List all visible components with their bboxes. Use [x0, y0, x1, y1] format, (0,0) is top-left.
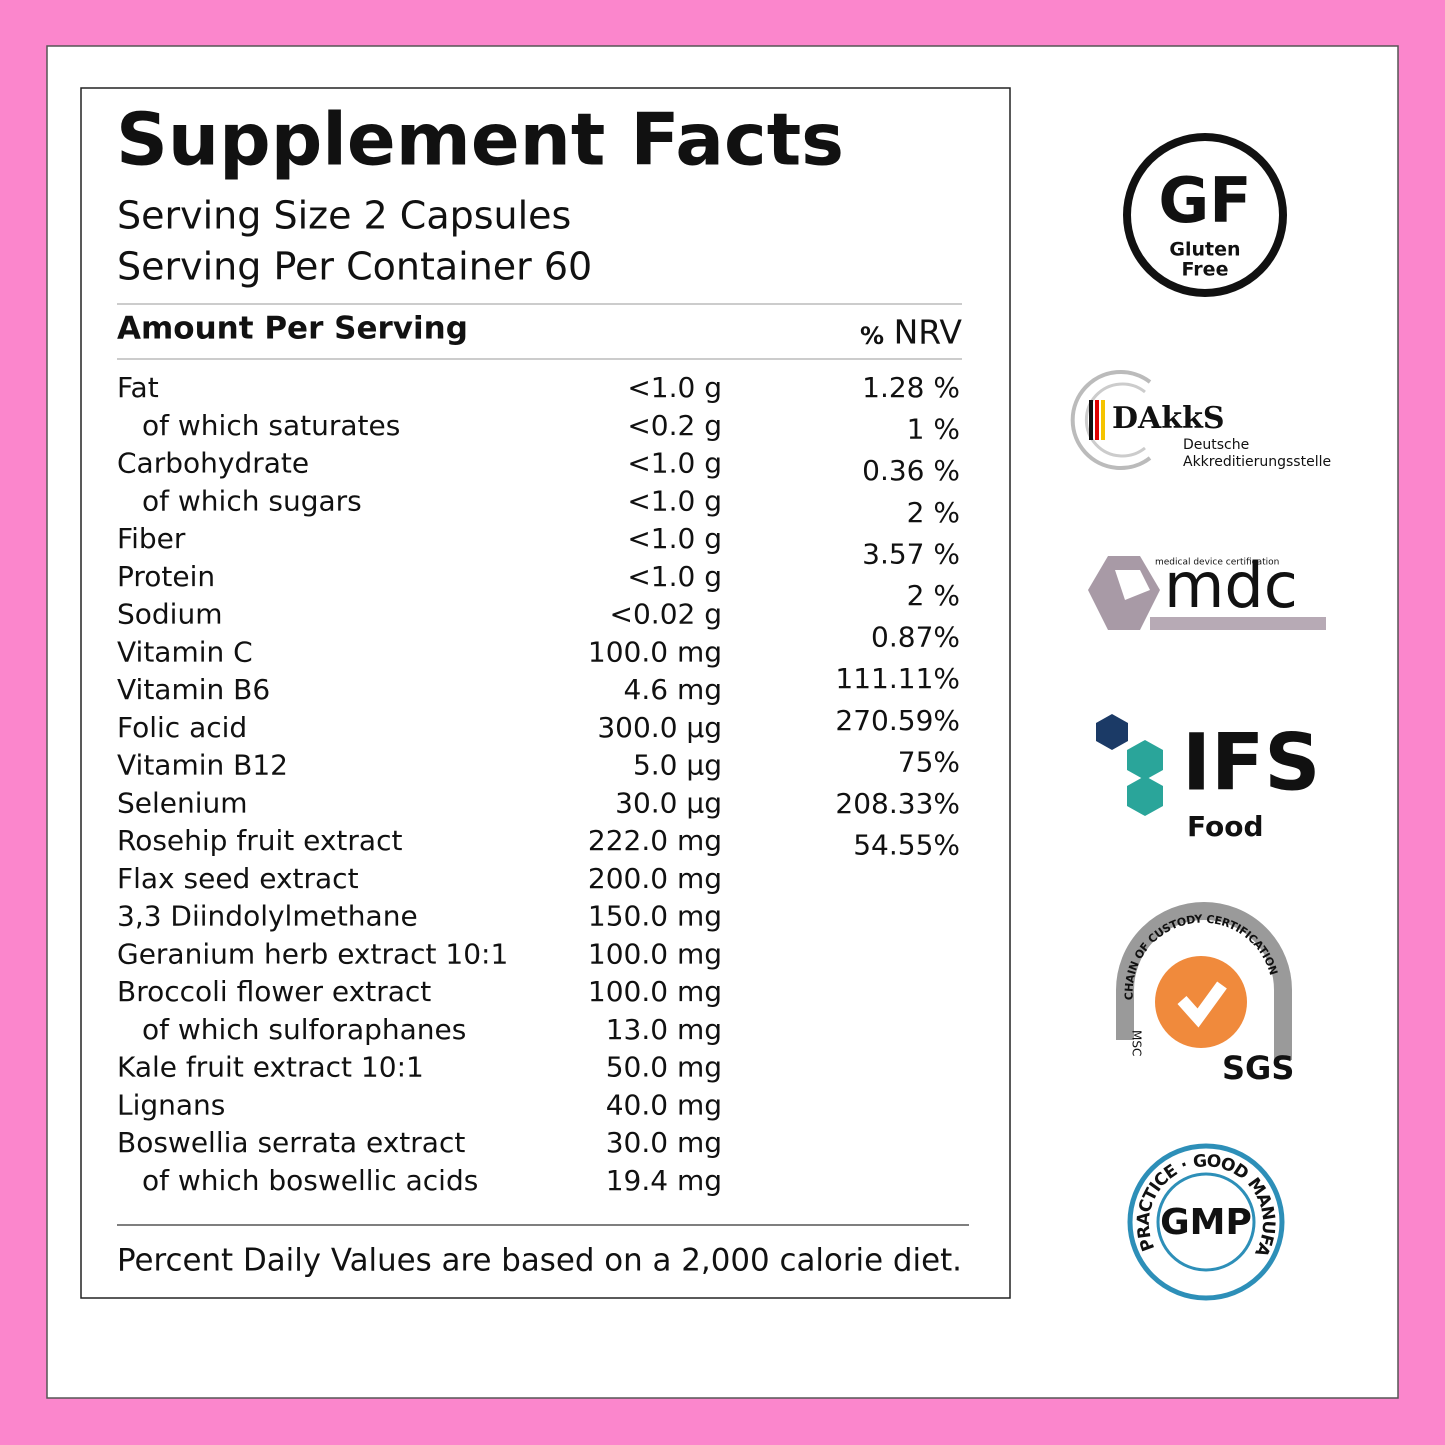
badge-shape [1096, 714, 1128, 750]
nutrient-amount: 100.0 mg [588, 635, 722, 668]
nutrient-name: Vitamin B12 [117, 749, 288, 782]
badge-mark: DAkkS [1112, 401, 1225, 436]
nutrient-name: of which sugars [142, 484, 362, 517]
badge-arc [1116, 902, 1292, 1060]
badge-mark: IFS [1182, 718, 1320, 808]
nutrient-amount: 100.0 mg [588, 975, 722, 1008]
nutrient-amount: <0.2 g [627, 409, 722, 442]
badge-text: Gluten [1169, 239, 1240, 261]
badge-arc [1070, 370, 1152, 470]
nrv-value: 2 % [907, 496, 960, 529]
footnote: Percent Daily Values are based on a 2,00… [117, 1243, 962, 1279]
nutrient-amount: <1.0 g [627, 522, 722, 555]
badge-mark: SGS [1222, 1049, 1294, 1087]
nutrient-amount: 30.0 mg [606, 1126, 722, 1159]
nutrient-amount: 300.0 µg [597, 711, 722, 744]
nrv-value: 1 % [907, 413, 960, 446]
nutrient-name: Sodium [117, 598, 222, 631]
nutrient-amount: 5.0 µg [633, 749, 722, 782]
badge-mark: GMP [1160, 1202, 1252, 1243]
badge-text: medical device certification [1155, 558, 1279, 568]
badge-check [1177, 981, 1227, 1028]
nutrient-amount: 100.0 mg [588, 937, 722, 970]
nutrient-name: of which saturates [142, 409, 400, 442]
nutrient-amount: <1.0 g [627, 560, 722, 593]
nrv-value: 1.28 % [862, 371, 960, 404]
dakks-badge: DAkkS Deutsche Akkreditierungsstelle [1070, 370, 1331, 470]
nutrient-name: of which sulforaphanes [142, 1013, 466, 1046]
ifs-badge: IFS Food [1096, 714, 1320, 843]
amount-header: Amount Per Serving [117, 311, 468, 347]
badge-shape [1127, 740, 1163, 780]
nutrient-amount: <0.02 g [610, 598, 722, 631]
nutrient-name: Geranium herb extract 10:1 [117, 937, 508, 970]
nutrient-name: Lignans [117, 1088, 225, 1121]
badge-text: Free [1182, 259, 1229, 281]
nutrient-amount: <1.0 g [627, 371, 722, 404]
flag [1095, 400, 1099, 440]
nrv-value: 270.59% [835, 704, 960, 737]
badge-text: Deutsche [1183, 437, 1249, 453]
nutrient-name: Folic acid [117, 711, 247, 744]
flag [1101, 400, 1105, 440]
nutrient-name: Fat [117, 371, 159, 404]
nutrient-name: Carbohydrate [117, 447, 309, 480]
nrv-value: 3.57 % [862, 537, 960, 570]
servings-per-container: Serving Per Container 60 [117, 245, 592, 289]
title: Supplement Facts [116, 98, 844, 182]
nutrient-amount: 150.0 mg [588, 900, 722, 933]
badge-ring [1127, 1143, 1285, 1301]
nutrient-amount: 19.4 mg [606, 1164, 722, 1197]
nutrient-name: Flax seed extract [117, 862, 359, 895]
nutrient-name: Rosehip fruit extract [117, 824, 402, 857]
nrv-header: NRV [894, 313, 963, 352]
nutrient-name: Boswellia serrata extract [117, 1126, 465, 1159]
badge-ring [1123, 133, 1287, 297]
label-box [80, 87, 1011, 1299]
nrv-value: 111.11% [835, 662, 960, 695]
nutrient-name: 3,3 Diindolylmethane [117, 900, 418, 933]
nrv-value: 54.55% [853, 829, 960, 862]
nutrient-amount: 200.0 mg [588, 862, 722, 895]
gf-badge: GF Gluten Free [1123, 133, 1287, 297]
nrv-value: 0.36 % [862, 454, 960, 487]
nrv-value: 208.33% [835, 787, 960, 820]
badge-ring [1156, 1172, 1256, 1272]
nutrient-amount: 222.0 mg [588, 824, 722, 857]
mdc-badge: medical device certification mdc [1088, 549, 1326, 630]
nutrient-name: Broccoli flower extract [117, 975, 431, 1008]
nrv-value: 75% [898, 745, 960, 778]
nutrient-name: Vitamin C [117, 635, 253, 668]
nrv-value: 2 % [907, 579, 960, 612]
badge-mark: GF [1158, 164, 1251, 237]
badge-disc [1155, 956, 1247, 1048]
nrv-symbol: % [860, 322, 884, 350]
badge-text: MSC [1130, 1030, 1144, 1056]
facts-label: Supplement Facts Serving Size 2 Capsules… [80, 87, 1011, 1299]
nutrient-name: Vitamin B6 [117, 673, 270, 706]
badge-text: Akkreditierungsstelle [1183, 454, 1331, 470]
nrv-value: 0.87% [871, 621, 960, 654]
nutrient-amount: <1.0 g [627, 484, 722, 517]
serving-size: Serving Size 2 Capsules [117, 194, 571, 238]
nutrient-amount: 4.6 mg [624, 673, 722, 706]
nutrient-name: Selenium [117, 786, 248, 819]
badge-arc [1084, 382, 1146, 458]
nutrient-amount: 13.0 mg [606, 1013, 722, 1046]
nutrient-name: Kale fruit extract 10:1 [117, 1051, 424, 1084]
badge-bar [1150, 617, 1326, 630]
nutrient-amount: <1.0 g [627, 447, 722, 480]
nutrient-amount: 30.0 µg [615, 786, 722, 819]
nutrient-amount: 50.0 mg [606, 1051, 722, 1084]
badge-shape [1115, 570, 1150, 600]
nutrient-amount: 40.0 mg [606, 1088, 722, 1121]
badge-text: Food [1187, 810, 1264, 843]
badge-shape [1127, 776, 1163, 816]
badge-mark: mdc [1164, 549, 1298, 622]
nutrient-name: Fiber [117, 522, 186, 555]
nutrient-name: of which boswellic acids [142, 1164, 478, 1197]
flag [1089, 400, 1093, 440]
nutrient-name: Protein [117, 560, 215, 593]
